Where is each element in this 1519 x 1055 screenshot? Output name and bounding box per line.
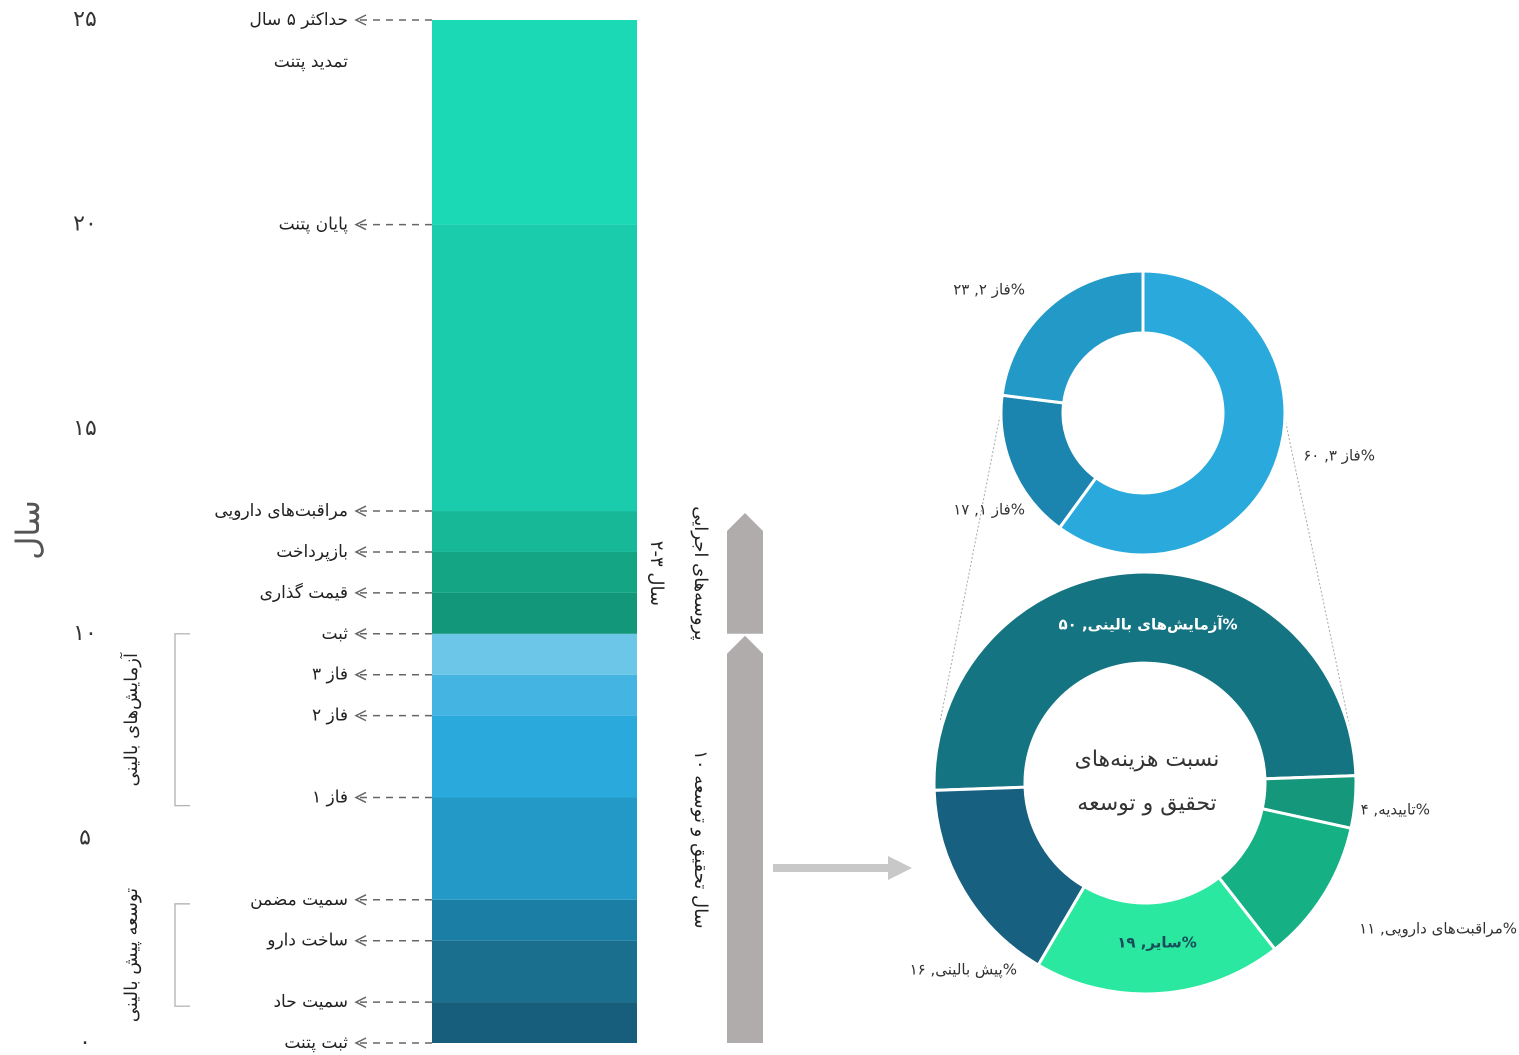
stage-arrowhead [354, 14, 367, 26]
stage-arrowhead [354, 628, 367, 640]
stage-arrowhead [354, 935, 367, 947]
y-tick-label: ۱۵ [73, 416, 97, 441]
bar-segment [432, 797, 637, 900]
stage-arrowhead [354, 791, 367, 804]
donut-slice [932, 571, 1358, 792]
donut-slice [1036, 875, 1278, 996]
bar-segment [432, 899, 637, 941]
stage-arrowhead [354, 587, 367, 599]
group-label: آزمایش‌های بالینی [119, 652, 142, 786]
stage-label: فاز ۲ [312, 706, 348, 726]
stage-label: ساخت دارو [266, 931, 348, 951]
stage-label: قیمت گذاری [260, 582, 348, 603]
stage-label: ثبت پتنت [284, 1033, 348, 1053]
span-label: ۱۰ سال تحقیق و توسعه [690, 750, 711, 928]
bar-segment [432, 715, 637, 798]
slice-label: پیش بالینی, ۱۶% [910, 961, 1017, 980]
stage-label: حداکثر ۵ سال [250, 10, 349, 30]
slice-label: فاز ۳, ۶۰% [1303, 447, 1375, 465]
connector [939, 399, 1004, 723]
group-label: توسعه پیش بالینی [121, 888, 142, 1022]
stage-arrowhead [354, 218, 367, 231]
slice-label: سایر, ۱۹% [1117, 934, 1197, 952]
bar-segment [432, 940, 637, 1003]
bar-segment [432, 1002, 637, 1043]
slice-label: تاییدیه, ۴% [1361, 801, 1430, 819]
stage-arrowhead [354, 996, 367, 1008]
slice-label: مراقبت‌های دارویی, ۱۱% [1359, 920, 1517, 938]
stage-arrowhead [354, 546, 367, 558]
bar-segment [432, 592, 637, 634]
bar-segment [432, 674, 637, 716]
y-tick-label: ۱۰ [73, 621, 97, 646]
y-tick-label: ۲۰ [73, 212, 97, 237]
connector [1279, 394, 1353, 739]
bar-segment [432, 224, 637, 512]
stage-label: فاز ۱ [312, 787, 348, 807]
y-tick-label: ۲۵ [73, 7, 97, 32]
stage-label: ثبت [321, 624, 348, 644]
bar-segment [432, 633, 637, 675]
stage-label: بازپرداخت [276, 542, 348, 562]
slice-label: فاز ۱, ۱۷% [953, 501, 1025, 519]
span-label: پروسه‌های اجرایی [690, 506, 711, 640]
stage-arrowhead [354, 894, 367, 906]
donut-slice [1000, 269, 1145, 405]
donut-title: نسبت هزینه‌های [1075, 747, 1220, 772]
group-bracket [174, 903, 190, 1007]
donut-slice [1057, 269, 1287, 557]
span-arrow [727, 513, 763, 634]
slice-label: فاز ۲, ۲۳% [953, 281, 1025, 299]
group-bracket [174, 633, 190, 807]
donut-title: تحقیق و توسعه [1077, 791, 1216, 816]
stage-sublabel: تمدید پتنت [274, 52, 348, 72]
bar-segment [432, 511, 637, 552]
stage-arrowhead [354, 669, 367, 681]
stage-arrowhead [354, 505, 367, 517]
bar-segment [432, 551, 637, 593]
stage-label: فاز ۳ [312, 665, 348, 685]
bar-segment [432, 20, 637, 225]
stage-label: پایان پتنت [279, 215, 349, 235]
y-tick-label: ۰ [79, 1030, 91, 1055]
stage-arrowhead [354, 1037, 367, 1049]
span-arrow [727, 635, 763, 1043]
stage-label: مراقبت‌های دارویی [214, 501, 348, 521]
slice-label: آزمایش‌های بالینی, ۵۰% [1058, 616, 1237, 634]
big-arrow-head [888, 856, 912, 880]
y-tick-label: ۵ [79, 825, 91, 850]
span-label: ۲-۳ سال [646, 541, 667, 606]
donut-slice [932, 785, 1087, 968]
stage-arrowhead [354, 709, 367, 722]
stage-label: سمیت مضمن [250, 890, 348, 910]
stage-label: سمیت حاد [273, 992, 348, 1012]
axis-label: سال [9, 500, 47, 560]
